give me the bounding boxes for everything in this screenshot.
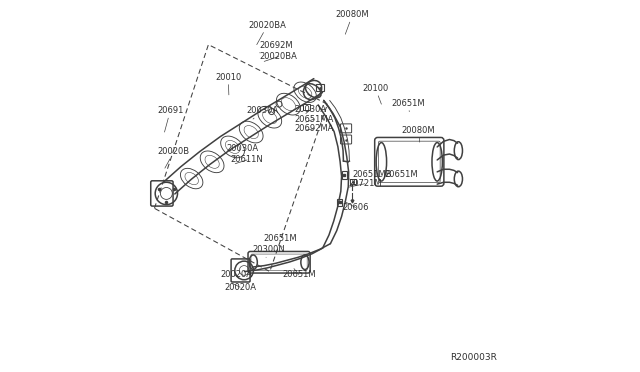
Text: 20030A: 20030A (294, 105, 327, 114)
Text: 20020A: 20020A (224, 283, 256, 292)
Text: 20030A: 20030A (246, 106, 278, 119)
Bar (316, 84, 324, 91)
Text: 20651M: 20651M (264, 234, 297, 247)
Text: 20721M: 20721M (348, 179, 381, 188)
Bar (337, 199, 342, 206)
Text: 20606: 20606 (342, 202, 369, 212)
Text: 20651MA: 20651MA (294, 115, 334, 124)
Text: 20651M: 20651M (282, 269, 316, 279)
Text: 20020A: 20020A (220, 270, 252, 279)
Text: 20020BA: 20020BA (248, 21, 287, 45)
Text: 20611N: 20611N (231, 155, 264, 164)
Text: 20692M: 20692M (260, 41, 293, 53)
Text: 20080M: 20080M (335, 10, 369, 34)
Text: 20692MA: 20692MA (294, 124, 334, 133)
Text: 20030A: 20030A (227, 144, 259, 157)
Bar (349, 179, 356, 184)
Text: 20651M: 20651M (392, 99, 425, 112)
Text: 20651M: 20651M (379, 170, 419, 179)
Text: 20010: 20010 (215, 73, 241, 95)
Bar (342, 171, 347, 179)
Bar (303, 104, 310, 110)
Text: 20020BA: 20020BA (260, 52, 298, 61)
Text: 20020B: 20020B (158, 147, 190, 168)
Text: 20651MB: 20651MB (349, 170, 392, 179)
Text: 20691: 20691 (157, 106, 184, 132)
Text: 20300N: 20300N (252, 246, 285, 257)
Text: R200003R: R200003R (450, 353, 497, 362)
Text: 20080M: 20080M (402, 126, 435, 142)
Text: 20100: 20100 (362, 84, 388, 104)
